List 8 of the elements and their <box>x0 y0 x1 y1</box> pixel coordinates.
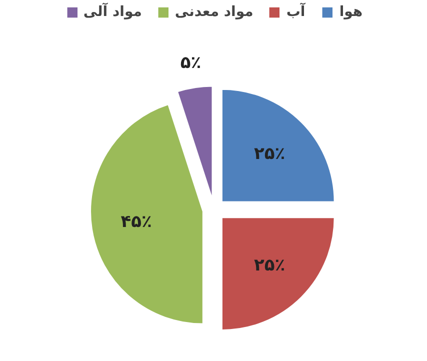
legend-label: مواد آلی <box>83 4 142 20</box>
legend-label: آب <box>286 4 306 20</box>
data-label: ۲۵٪ <box>254 255 286 276</box>
data-label: ۵٪ <box>180 53 202 74</box>
data-label: ۲۵٪ <box>254 144 286 164</box>
data-label: ۴۵٪ <box>120 212 152 232</box>
legend-label: مواد معدنی <box>174 4 254 20</box>
legend-label: هوا <box>339 4 363 20</box>
